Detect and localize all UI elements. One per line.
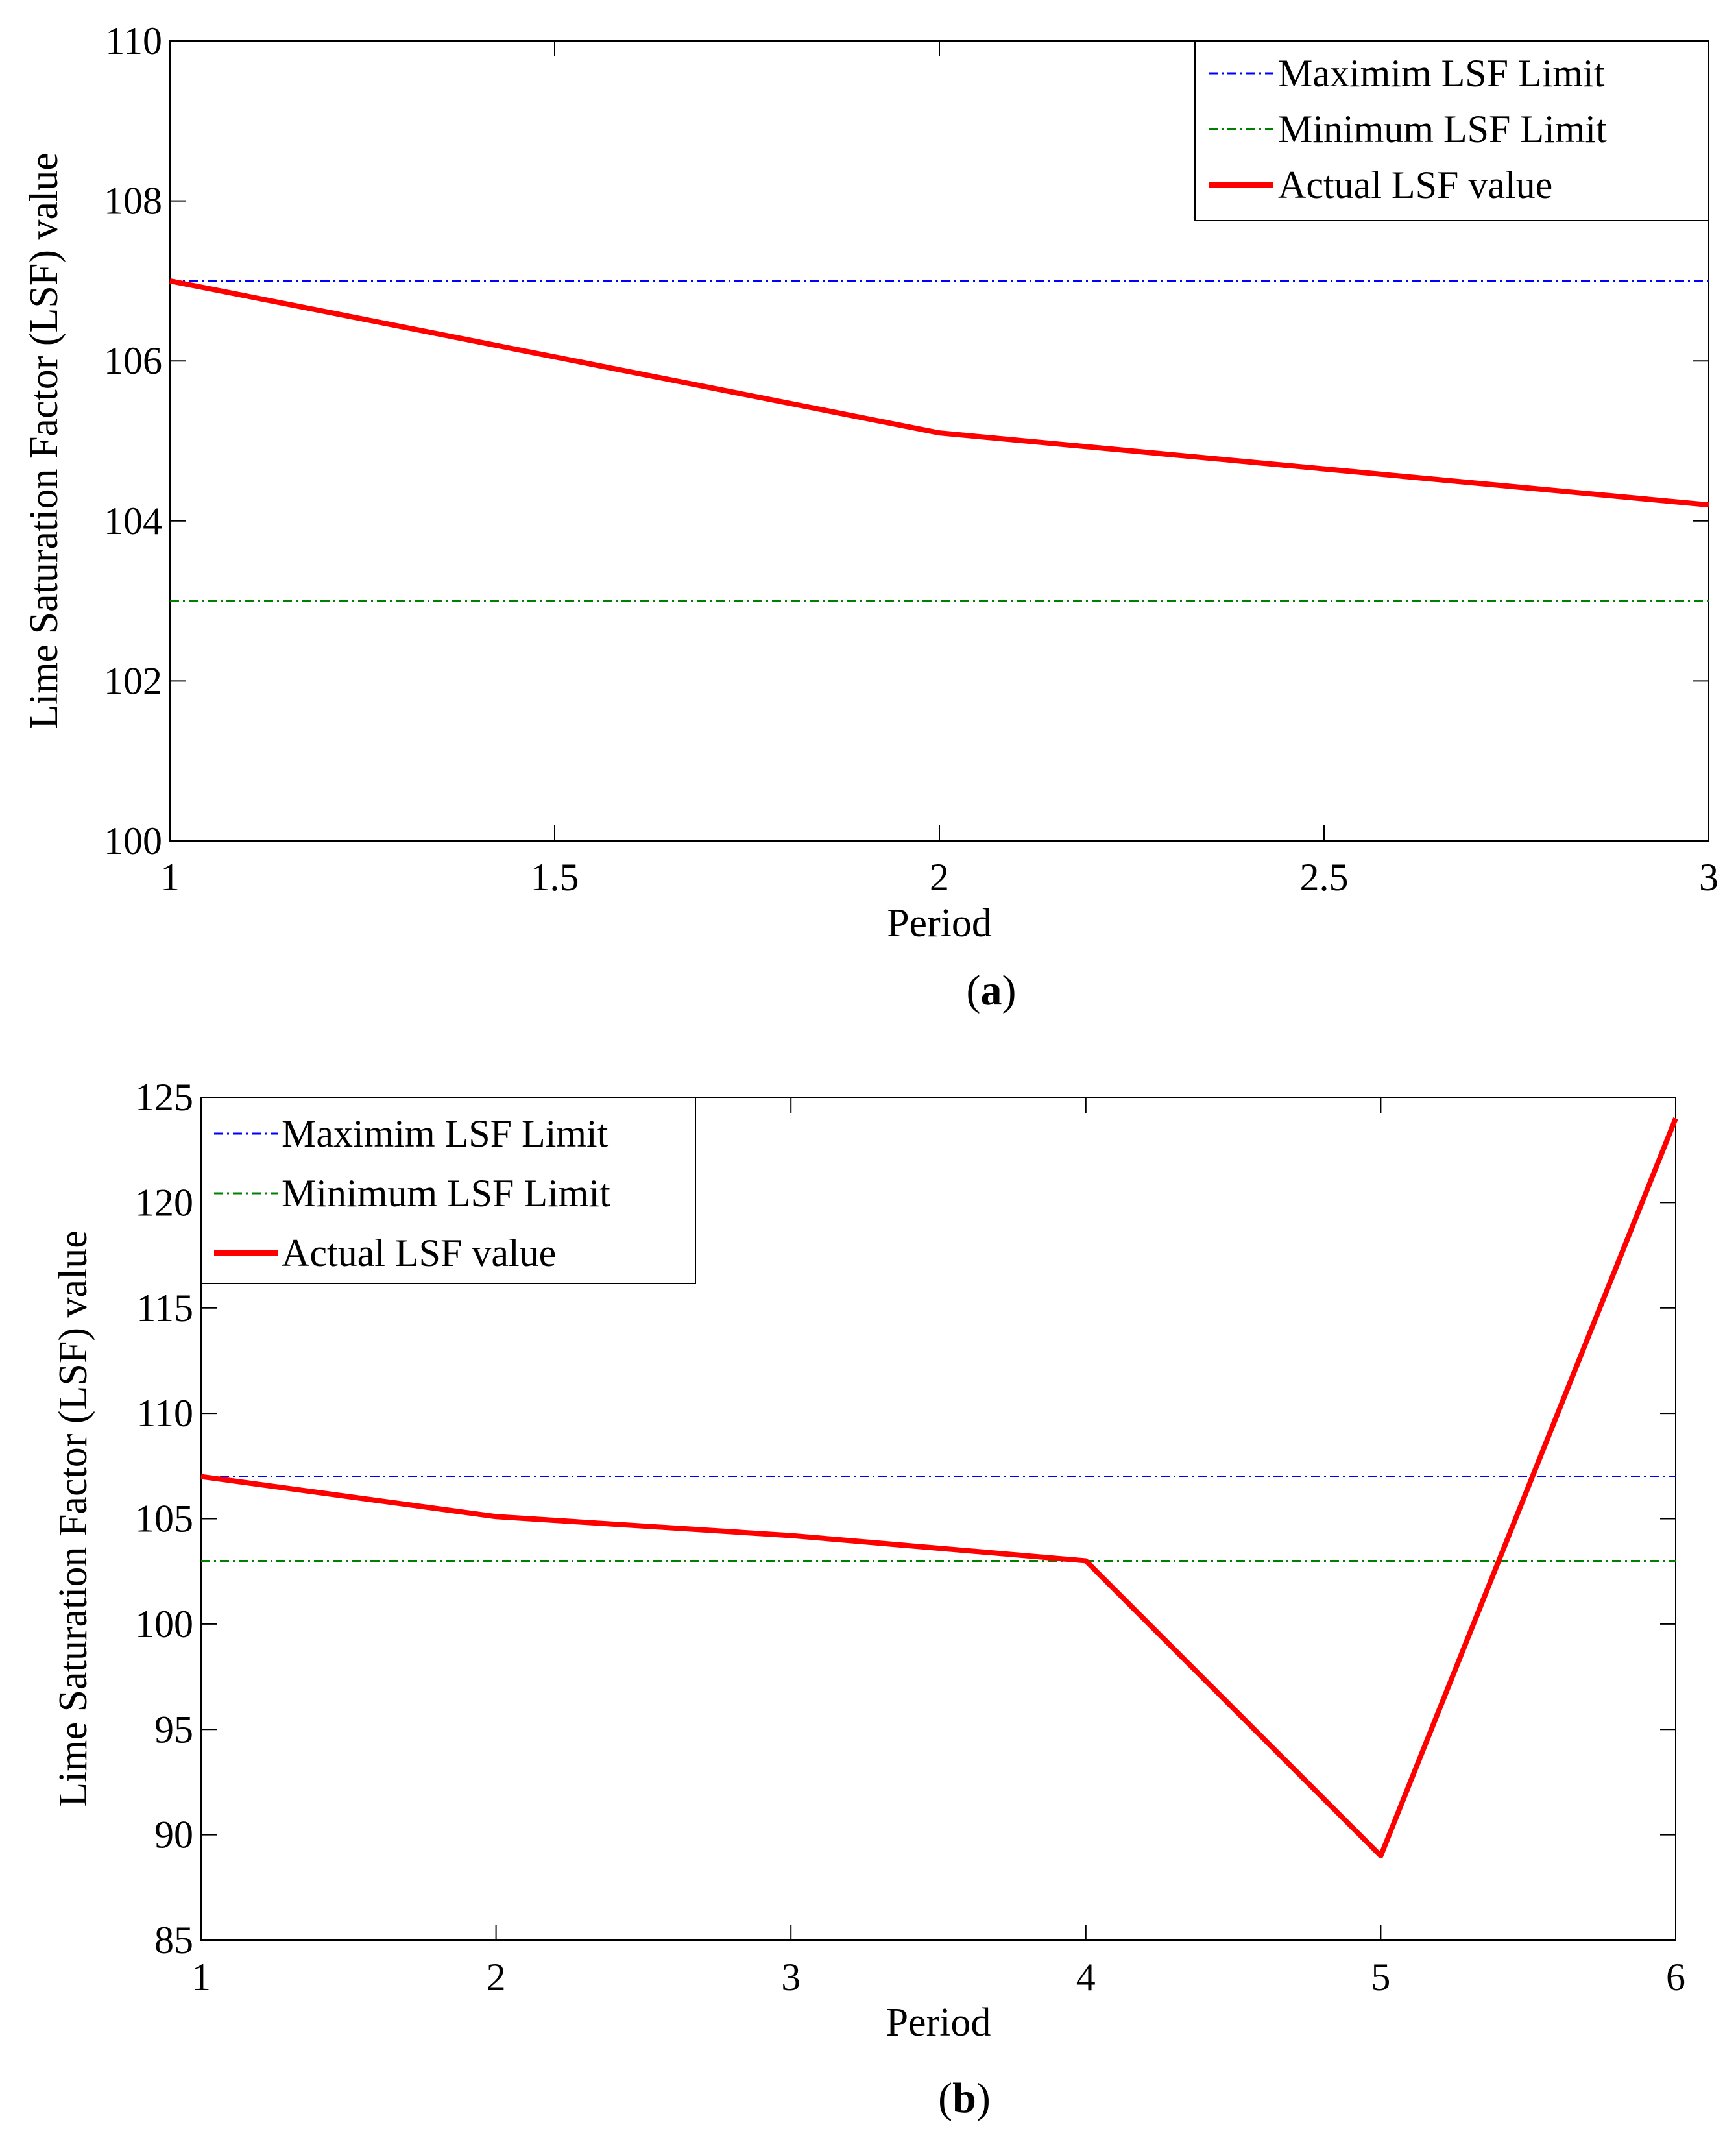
x-tick-label: 4 [1076, 1956, 1096, 1999]
y-tick-label: 110 [105, 19, 162, 62]
y-tick-label: 104 [104, 500, 162, 542]
y-tick-label: 90 [154, 1814, 193, 1856]
x-tick-label: 1 [160, 856, 180, 899]
y-tick-label: 102 [104, 659, 162, 702]
x-axis-label: Period [886, 2000, 991, 2045]
x-tick-label: 1 [191, 1956, 211, 1999]
y-tick-label: 110 [136, 1392, 193, 1435]
data-point [169, 600, 171, 602]
x-tick-label: 1.5 [531, 856, 579, 899]
panel-label: (b) [938, 2074, 991, 2122]
x-tick-label: 6 [1666, 1956, 1685, 1999]
legend-label: Minimum LSF Limit [282, 1172, 610, 1215]
y-tick-label: 108 [104, 180, 162, 223]
legend-label: Maximim LSF Limit [1278, 52, 1605, 95]
legend-label: Maximim LSF Limit [282, 1112, 609, 1155]
x-tick-label: 3 [781, 1956, 801, 1999]
panel-label: (a) [967, 967, 1017, 1014]
series-line-3 [200, 1117, 1678, 1859]
legend-label: Minimum LSF Limit [1278, 108, 1607, 151]
y-axis-label: Lime Saturation Factor (LSF) value [51, 1230, 95, 1806]
chart-panel-b: 1 2 3 4 5 6 85 90 95 100 105 110 115 120 125 Maximim LS… [51, 1076, 1685, 2122]
y-tick-label: 106 [104, 339, 162, 382]
chart-panel-a: 1 1.5 2 2.5 3 100 102 104 106 108 110 Maximim LSF L… [22, 19, 1718, 1014]
legend-box [200, 1097, 696, 1284]
legend-label: Actual LSF value [282, 1232, 556, 1274]
x-tick-label: 3 [1699, 856, 1718, 899]
y-tick-label: 120 [135, 1181, 193, 1224]
x-tick-label: 2 [930, 856, 949, 899]
data-point [200, 1476, 202, 1477]
legend-label: Actual LSF value [1278, 164, 1552, 206]
x-tick-label: 2 [487, 1956, 506, 1999]
data-point [169, 280, 171, 282]
y-tick-label: 115 [136, 1287, 193, 1330]
legend-box [1194, 40, 1709, 221]
y-tick-label: 95 [154, 1708, 193, 1751]
x-tick-label: 5 [1371, 1956, 1390, 1999]
y-tick-label: 105 [135, 1498, 193, 1540]
x-tick-label: 2.5 [1300, 856, 1349, 899]
y-tick-label: 100 [135, 1603, 193, 1646]
x-axis-label: Period [887, 901, 992, 945]
y-axis-label: Lime Saturation Factor (LSF) value [22, 152, 66, 729]
y-tick-label: 85 [154, 1919, 193, 1962]
y-tick-label: 100 [104, 820, 162, 862]
y-tick-label: 125 [135, 1076, 193, 1119]
